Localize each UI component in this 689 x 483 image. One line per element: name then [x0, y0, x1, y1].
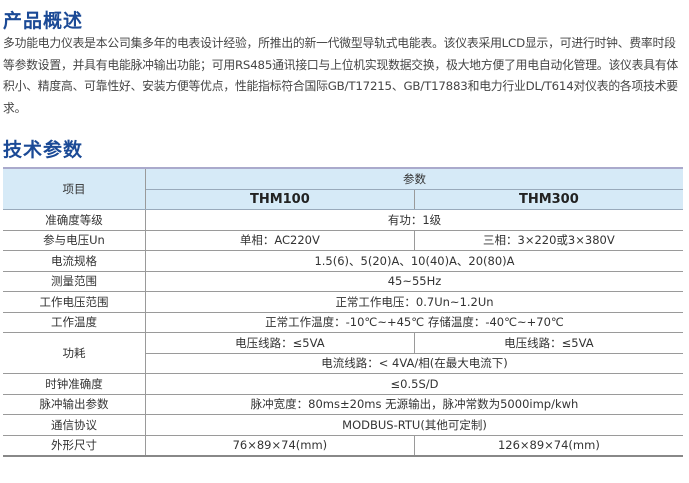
table-row: 准确度等级 有功：1级 — [3, 209, 683, 231]
row-value: 126×89×74(mm) — [414, 435, 683, 457]
row-label: 电流规格 — [3, 250, 146, 272]
table-header-row: THM100 THM300 — [3, 189, 683, 210]
row-value: 电压线路：≤5VA — [414, 332, 683, 354]
row-label: 参与电压Un — [3, 230, 146, 251]
row-label: 功耗 — [3, 332, 146, 374]
table-row: 通信协议 MODBUS-RTU(其他可定制) — [3, 414, 683, 436]
row-value: 脉冲宽度：80ms±20ms 无源输出，脉冲常数为5000imp/kwh — [145, 394, 683, 415]
table-row: 工作温度 正常工作温度：-10℃~+45℃ 存储温度：-40℃~+70℃ — [3, 312, 683, 333]
row-value: 1.5(6)、5(20)A、10(40)A、20(80)A — [145, 250, 683, 272]
table-row: 外形尺寸 76×89×74(mm) 126×89×74(mm) — [3, 435, 683, 457]
row-label: 工作温度 — [3, 312, 146, 333]
row-value: 45~55Hz — [145, 271, 683, 292]
row-value: 正常工作温度：-10℃~+45℃ 存储温度：-40℃~+70℃ — [145, 312, 683, 333]
header-model: THM100 — [145, 189, 415, 210]
specs-title: 技术参数 — [3, 139, 84, 161]
specs-table: 项目 参数 THM100 THM300 准确度等级 有功：1级 参与电压Un 单相：… — [3, 167, 683, 457]
row-value: 76×89×74(mm) — [145, 435, 415, 457]
row-label: 测量范围 — [3, 271, 146, 292]
row-label: 准确度等级 — [3, 209, 146, 231]
row-value: MODBUS-RTU(其他可定制) — [145, 414, 683, 436]
table-row: 电流规格 1.5(6)、5(20)A、10(40)A、20(80)A — [3, 250, 683, 272]
overview-text: 多功能电力仪表是本公司集多年的电表设计经验，所推出的新一代微型导轨式电能表。该仪… — [3, 36, 679, 115]
table-row: 时钟准确度 ≤0.5S/D — [3, 373, 683, 395]
table-row: 脉冲输出参数 脉冲宽度：80ms±20ms 无源输出，脉冲常数为5000imp/k… — [3, 394, 683, 415]
row-value: ≤0.5S/D — [145, 373, 683, 395]
row-label: 通信协议 — [3, 414, 146, 436]
header-item: 项目 — [3, 167, 146, 210]
table-header-row: 项目 参数 — [3, 167, 683, 210]
row-value: 正常工作电压：0.7Un~1.2Un — [145, 291, 683, 313]
row-label: 脉冲输出参数 — [3, 394, 146, 415]
table-row: 工作电压范围 正常工作电压：0.7Un~1.2Un — [3, 291, 683, 313]
overview-title: 产品概述 — [3, 10, 84, 32]
table-row: 功耗 电压线路：≤5VA 电压线路：≤5VA — [3, 332, 683, 374]
table-row: 电流线路：< 4VA/相(在最大电流下) — [3, 353, 683, 374]
row-value: 电压线路：≤5VA — [145, 332, 415, 354]
row-value: 单相：AC220V — [145, 230, 415, 251]
table-row: 测量范围 45~55Hz — [3, 271, 683, 292]
row-label: 工作电压范围 — [3, 291, 146, 313]
row-value: 三相：3×220或3×380V — [414, 230, 683, 251]
row-label: 时钟准确度 — [3, 373, 146, 395]
row-value: 有功：1级 — [145, 209, 683, 231]
row-value: 电流线路：< 4VA/相(在最大电流下) — [145, 353, 683, 374]
table-row: 参与电压Un 单相：AC220V 三相：3×220或3×380V — [3, 230, 683, 251]
header-model: THM300 — [414, 189, 683, 210]
row-label: 外形尺寸 — [3, 435, 146, 457]
header-params: 参数 — [145, 167, 683, 190]
